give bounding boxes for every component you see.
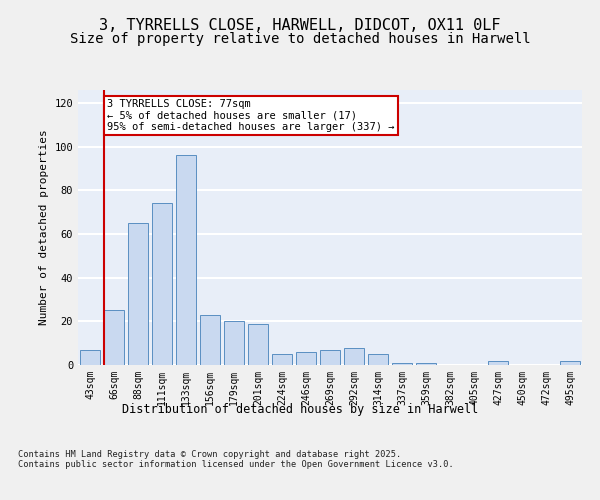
Bar: [344, 348, 364, 365]
Bar: [128, 223, 148, 365]
Bar: [368, 354, 388, 365]
Bar: [176, 156, 196, 365]
Bar: [296, 352, 316, 365]
Y-axis label: Number of detached properties: Number of detached properties: [39, 130, 49, 326]
Text: 3, TYRRELLS CLOSE, HARWELL, DIDCOT, OX11 0LF: 3, TYRRELLS CLOSE, HARWELL, DIDCOT, OX11…: [99, 18, 501, 32]
Bar: [104, 310, 124, 365]
Bar: [392, 363, 412, 365]
Bar: [80, 350, 100, 365]
Bar: [152, 204, 172, 365]
Bar: [488, 360, 508, 365]
Bar: [224, 322, 244, 365]
Text: Contains HM Land Registry data © Crown copyright and database right 2025.
Contai: Contains HM Land Registry data © Crown c…: [18, 450, 454, 469]
Text: Distribution of detached houses by size in Harwell: Distribution of detached houses by size …: [122, 402, 478, 415]
Bar: [200, 315, 220, 365]
Bar: [248, 324, 268, 365]
Bar: [560, 360, 580, 365]
Bar: [320, 350, 340, 365]
Text: 3 TYRRELLS CLOSE: 77sqm
← 5% of detached houses are smaller (17)
95% of semi-det: 3 TYRRELLS CLOSE: 77sqm ← 5% of detached…: [107, 98, 395, 132]
Text: Size of property relative to detached houses in Harwell: Size of property relative to detached ho…: [70, 32, 530, 46]
Bar: [416, 363, 436, 365]
Bar: [272, 354, 292, 365]
